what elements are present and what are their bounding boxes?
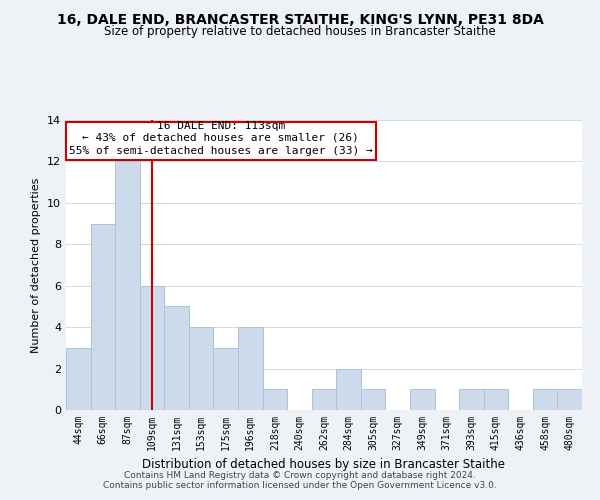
Bar [91,224,115,410]
Text: Contains HM Land Registry data © Crown copyright and database right 2024.
Contai: Contains HM Land Registry data © Crown c… [103,470,497,490]
Bar [336,368,361,410]
Bar [459,390,484,410]
Bar [410,390,434,410]
Text: ← 43% of detached houses are smaller (26): ← 43% of detached houses are smaller (26… [82,132,359,142]
Bar [533,390,557,410]
Bar [312,390,336,410]
X-axis label: Distribution of detached houses by size in Brancaster Staithe: Distribution of detached houses by size … [143,458,505,471]
Bar [214,348,238,410]
Bar [484,390,508,410]
Text: 16 DALE END: 113sqm: 16 DALE END: 113sqm [157,121,285,131]
Text: Size of property relative to detached houses in Brancaster Staithe: Size of property relative to detached ho… [104,25,496,38]
Bar [189,327,214,410]
Bar [164,306,189,410]
Bar [557,390,582,410]
Text: 16, DALE END, BRANCASTER STAITHE, KING'S LYNN, PE31 8DA: 16, DALE END, BRANCASTER STAITHE, KING'S… [56,12,544,26]
Text: 55% of semi-detached houses are larger (33) →: 55% of semi-detached houses are larger (… [69,146,373,156]
Bar [115,162,140,410]
Bar [263,390,287,410]
Bar [238,327,263,410]
Bar [66,348,91,410]
Bar [361,390,385,410]
Y-axis label: Number of detached properties: Number of detached properties [31,178,41,352]
FancyBboxPatch shape [66,122,376,160]
Bar [140,286,164,410]
